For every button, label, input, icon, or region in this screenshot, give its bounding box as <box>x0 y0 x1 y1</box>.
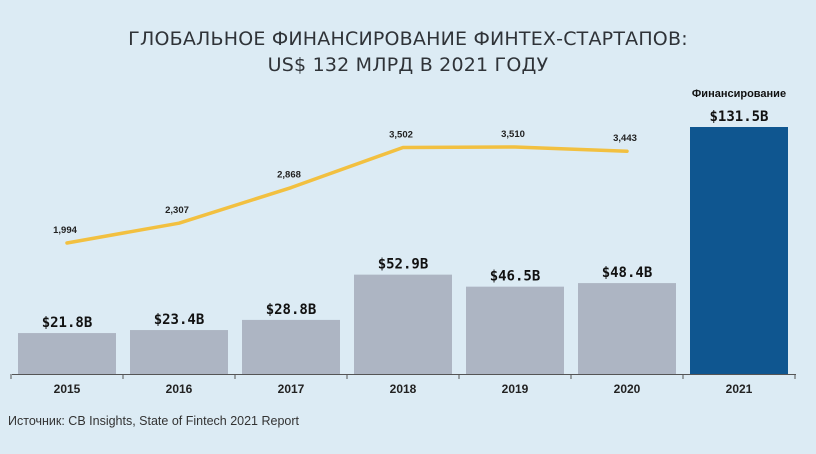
x-tick-label-2020: 2020 <box>614 382 641 396</box>
source-note: Источник: CB Insights, State of Fintech … <box>8 414 299 428</box>
bar-series: $21.8B $23.4B $28.8B $52.9B $46.5B $48.4B $131… <box>18 88 788 374</box>
bar-2017 <box>242 319 340 374</box>
bar-value-label-2021: $131.5B <box>709 109 768 125</box>
line-point-label-2017: 2,868 <box>277 170 301 181</box>
x-tick-label-2021: 2021 <box>726 382 753 396</box>
x-tick-label-2019: 2019 <box>502 382 529 396</box>
bar-value-label-2020: $48.4B <box>602 265 653 281</box>
bar-2021 <box>690 127 788 374</box>
x-tick-label-2018: 2018 <box>390 382 417 396</box>
bar-value-label-2019: $46.5B <box>490 269 541 285</box>
bar-2016 <box>130 330 228 374</box>
bar-2015 <box>18 333 116 374</box>
bar-2020 <box>578 283 676 374</box>
bar-2019 <box>466 286 564 374</box>
x-tick-label-2017: 2017 <box>278 382 305 396</box>
bar-value-label-2018: $52.9B <box>378 257 429 273</box>
bar-value-label-2017: $28.8B <box>266 302 317 318</box>
highlight-annotation: Финансирование <box>692 88 786 100</box>
line-point-label-2019: 3,510 <box>501 129 525 140</box>
bar-2018 <box>354 274 452 374</box>
chart-title-line-1: ГЛОБАЛЬНОЕ ФИНАНСИРОВАНИЕ ФИНТЕХ-СТАРТАП… <box>128 28 688 50</box>
chart-title-line-2: US$ 132 МЛРД В 2021 ГОДУ <box>267 54 549 76</box>
bar-value-label-2015: $21.8B <box>42 315 93 331</box>
deal-count-line <box>65 145 629 245</box>
line-point-label-2015: 1,994 <box>53 225 77 236</box>
bar-value-label-2016: $23.4B <box>154 312 205 328</box>
chart-title: ГЛОБАЛЬНОЕ ФИНАНСИРОВАНИЕ ФИНТЕХ-СТАРТАП… <box>0 26 816 78</box>
line-series: 1,994 2,307 2,868 3,502 3,510 3,443 <box>53 129 637 245</box>
x-tick-label-2015: 2015 <box>54 382 81 396</box>
x-axis: 2015 2016 2017 2018 2019 2020 2021 <box>10 374 796 396</box>
line-point-label-2018: 3,502 <box>389 130 413 141</box>
line-point-label-2020: 3,443 <box>613 133 637 144</box>
line-point-label-2016: 2,307 <box>165 205 189 216</box>
x-tick-label-2016: 2016 <box>166 382 193 396</box>
